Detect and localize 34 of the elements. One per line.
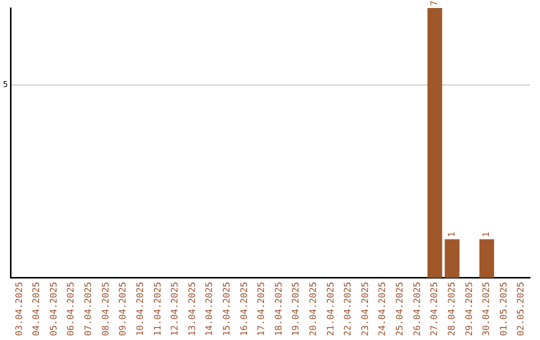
x-tick-label: 27.04.2025 bbox=[430, 282, 440, 336]
data-label: 1 bbox=[482, 232, 492, 238]
x-tick-label: 20.04.2025 bbox=[309, 282, 320, 336]
x-tick-label: 05.04.2025 bbox=[49, 282, 60, 336]
x-tick-label: 21.04.2025 bbox=[326, 282, 336, 336]
x-tick-label: 19.04.2025 bbox=[292, 282, 302, 336]
x-tick-label: 22.04.2025 bbox=[344, 282, 354, 336]
x-tick-label: 15.04.2025 bbox=[222, 282, 232, 336]
x-tick-label: 28.04.2025 bbox=[447, 282, 458, 336]
x-tick-label: 30.04.2025 bbox=[482, 282, 492, 336]
x-tick-label: 03.04.2025 bbox=[14, 282, 25, 336]
x-tick-label: 23.04.2025 bbox=[360, 282, 371, 336]
x-tick-label: 17.04.2025 bbox=[257, 282, 268, 336]
x-tick-label: 12.04.2025 bbox=[170, 282, 181, 336]
x-tick-label: 25.04.2025 bbox=[396, 282, 406, 336]
x-tick-label: 24.04.2025 bbox=[378, 282, 388, 336]
x-tick-label: 01.05.2025 bbox=[499, 282, 510, 336]
x-tick-label: 13.04.2025 bbox=[188, 282, 198, 336]
x-tick-label: 09.04.2025 bbox=[118, 282, 129, 336]
data-label: 1 bbox=[447, 232, 458, 238]
x-tick-label: 02.05.2025 bbox=[516, 282, 527, 336]
x-tick-label: 18.04.2025 bbox=[274, 282, 284, 336]
x-tick-label: 14.04.2025 bbox=[205, 282, 216, 336]
x-tick-label: 16.04.2025 bbox=[240, 282, 250, 336]
x-tick-label: 29.04.2025 bbox=[464, 282, 475, 336]
x-tick-label: 26.04.2025 bbox=[412, 282, 423, 336]
x-tick-label: 10.04.2025 bbox=[136, 282, 146, 336]
x-tick-label: 11.04.2025 bbox=[153, 282, 164, 336]
x-tick-label: 06.04.2025 bbox=[66, 282, 77, 336]
y-tick-label: 5 bbox=[2, 80, 8, 90]
data-label: 7 bbox=[430, 0, 440, 6]
x-tick-label: 08.04.2025 bbox=[101, 282, 112, 336]
x-tick-label: 04.04.2025 bbox=[32, 282, 42, 336]
x-tick-label: 07.04.2025 bbox=[84, 282, 94, 336]
